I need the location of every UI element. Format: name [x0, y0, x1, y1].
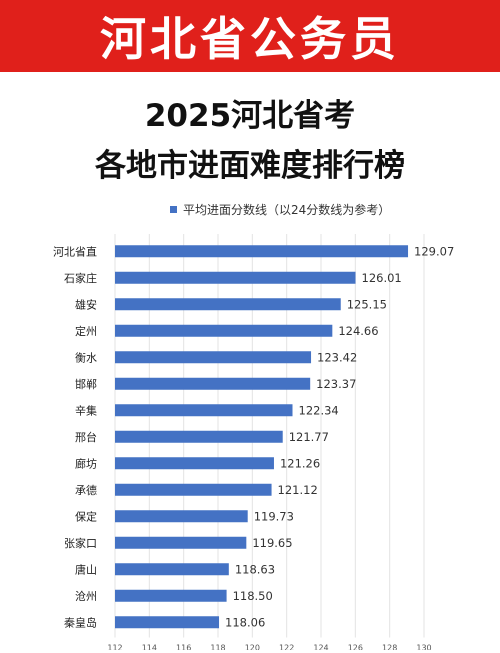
value-label: 124.66: [338, 324, 378, 338]
bar: [115, 430, 283, 443]
category-label: 唐山: [75, 562, 97, 576]
x-tick-label: 124: [313, 644, 328, 651]
category-label: 衡水: [75, 351, 97, 364]
category-label: 辛集: [75, 403, 97, 417]
bar: [115, 298, 341, 311]
category-label: 廊坊: [75, 456, 97, 470]
category-label: 定州: [75, 324, 97, 338]
value-label: 119.73: [254, 509, 294, 523]
x-tick-label: 116: [176, 644, 191, 651]
value-label: 118.63: [235, 562, 275, 576]
chart-legend: 平均进面分数线（以24分数线为参考）: [170, 201, 390, 218]
bar: [115, 589, 227, 602]
x-tick-label: 120: [245, 644, 260, 651]
value-label: 123.37: [316, 377, 356, 391]
value-label: 119.65: [252, 536, 292, 550]
category-label: 邯郸: [75, 377, 97, 391]
category-label: 沧州: [75, 589, 97, 603]
value-label: 121.12: [278, 483, 318, 497]
x-tick-label: 118: [210, 644, 225, 651]
bar: [115, 457, 274, 470]
banner-title: 河北省公务员: [100, 12, 400, 66]
headline-line-2: 各地市进面难度排行榜: [95, 148, 405, 184]
category-label: 承德: [75, 483, 97, 497]
category-label: 河北省直: [53, 244, 97, 258]
category-label: 保定: [75, 509, 97, 523]
category-label: 秦皇岛: [64, 615, 97, 629]
value-label: 126.01: [362, 271, 402, 285]
category-label: 张家口: [64, 536, 97, 550]
bar: [115, 616, 220, 629]
category-label: 邢台: [75, 430, 97, 444]
bar: [115, 563, 229, 576]
bar: [115, 271, 356, 284]
bar-chart: 112 114 116 118 120 122 124 126 128 130 河北省直 129.07…: [53, 234, 454, 651]
bar: [115, 351, 312, 364]
bar: [115, 483, 272, 496]
category-label: 石家庄: [64, 271, 97, 285]
value-label: 129.07: [414, 244, 454, 258]
bar: [115, 536, 247, 549]
value-label: 125.15: [347, 297, 387, 311]
value-label: 118.50: [233, 589, 273, 603]
value-label: 122.34: [299, 403, 339, 417]
bar: [115, 404, 293, 417]
value-label: 118.06: [225, 615, 265, 629]
headline-line-1: 2025河北省考: [144, 98, 356, 134]
legend-swatch: [170, 206, 177, 213]
title-banner: 河北省公务员: [0, 0, 500, 72]
x-tick-label: 122: [279, 644, 294, 651]
x-tick-label: 112: [107, 644, 122, 651]
bar: [115, 377, 311, 390]
category-label: 雄安: [75, 297, 97, 311]
x-tick-label: 130: [416, 644, 431, 651]
value-label: 123.42: [317, 350, 357, 364]
bar: [115, 245, 409, 258]
x-tick-label: 126: [348, 644, 363, 651]
bar: [115, 324, 333, 337]
value-label: 121.26: [280, 456, 320, 470]
x-tick-label: 128: [382, 644, 397, 651]
bar: [115, 510, 248, 523]
value-label: 121.77: [289, 430, 329, 444]
x-tick-label: 114: [142, 644, 157, 651]
legend-label: 平均进面分数线（以24分数线为参考）: [183, 203, 391, 217]
